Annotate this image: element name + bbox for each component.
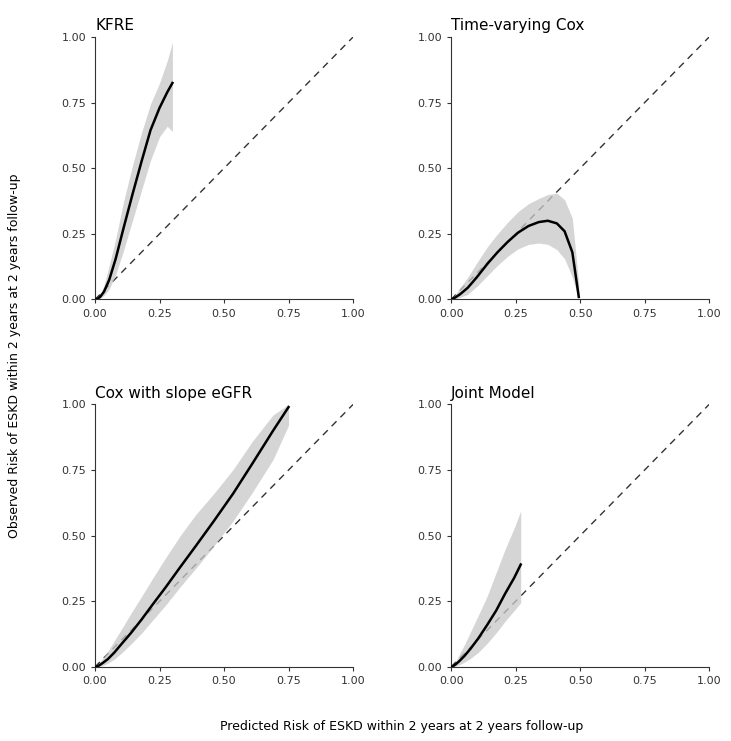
Text: Cox with slope eGFR: Cox with slope eGFR bbox=[95, 385, 252, 401]
Text: Observed Risk of ESKD within 2 years at 2 years follow-up: Observed Risk of ESKD within 2 years at … bbox=[8, 173, 21, 538]
Text: Predicted Risk of ESKD within 2 years at 2 years follow-up: Predicted Risk of ESKD within 2 years at… bbox=[221, 720, 583, 733]
Text: Time-varying Cox: Time-varying Cox bbox=[451, 18, 585, 33]
Text: Joint Model: Joint Model bbox=[451, 385, 536, 401]
Text: KFRE: KFRE bbox=[95, 18, 134, 33]
